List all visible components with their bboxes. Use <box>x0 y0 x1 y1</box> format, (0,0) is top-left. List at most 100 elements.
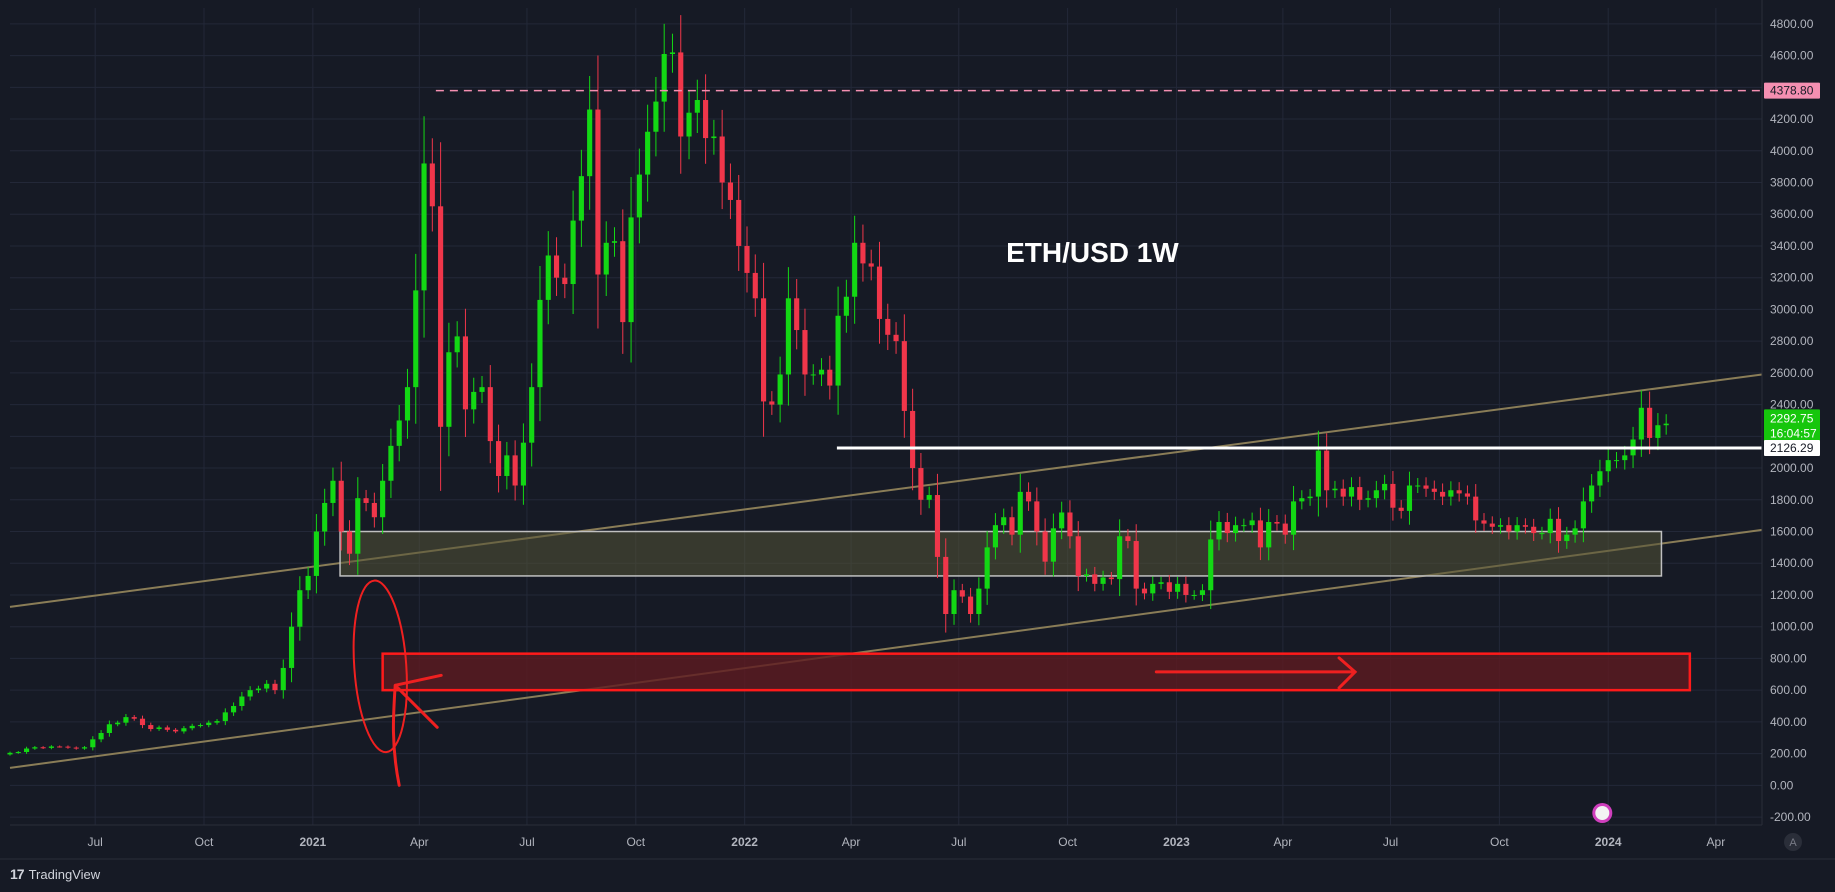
candle-body[interactable] <box>73 747 79 749</box>
candle-body[interactable] <box>736 199 742 246</box>
candle-body[interactable] <box>1497 525 1504 527</box>
candle-body[interactable] <box>901 341 907 411</box>
candle-body[interactable] <box>1100 577 1106 584</box>
candle-body[interactable] <box>645 131 651 175</box>
candle-body[interactable] <box>214 721 220 723</box>
candle-body[interactable] <box>1150 583 1156 594</box>
candle-body[interactable] <box>98 732 104 740</box>
candle-body[interactable] <box>943 556 949 615</box>
candle-body[interactable] <box>1406 485 1413 511</box>
candle-body[interactable] <box>446 352 452 427</box>
candle-body[interactable] <box>669 52 676 55</box>
candle-body[interactable] <box>173 729 179 732</box>
candle-body[interactable] <box>1183 583 1189 595</box>
candle-body[interactable] <box>818 369 825 375</box>
candle-body[interactable] <box>876 266 883 319</box>
candle-body[interactable] <box>1067 512 1073 537</box>
support-zone-box[interactable] <box>339 530 1663 577</box>
candle-body[interactable] <box>785 298 791 375</box>
candle-body[interactable] <box>1580 501 1586 529</box>
candle-body[interactable] <box>868 263 874 267</box>
support-price-tag[interactable]: 2126.29 <box>1770 441 1814 455</box>
candle-body[interactable] <box>1514 525 1520 532</box>
candle-body[interactable] <box>1572 528 1578 535</box>
candle-body[interactable] <box>1597 471 1603 486</box>
candle-body[interactable] <box>404 387 411 421</box>
candle-body[interactable] <box>1307 496 1313 499</box>
candle-body[interactable] <box>992 525 998 548</box>
candle-body[interactable] <box>1390 483 1396 508</box>
candle-body[interactable] <box>139 718 146 726</box>
candle-body[interactable] <box>396 420 402 446</box>
candle-body[interactable] <box>727 182 734 200</box>
target-zone-box[interactable] <box>381 652 1692 692</box>
candle-body[interactable] <box>148 725 154 730</box>
candle-body[interactable] <box>570 220 576 285</box>
candle-body[interactable] <box>7 752 13 755</box>
candle-body[interactable] <box>1663 423 1669 426</box>
candle-body[interactable] <box>934 495 941 557</box>
candle-body[interactable] <box>255 688 261 691</box>
candle-body[interactable] <box>338 480 344 532</box>
candle-body[interactable] <box>156 727 162 730</box>
candle-body[interactable] <box>1522 525 1528 527</box>
candle-body[interactable] <box>106 724 112 733</box>
candle-body[interactable] <box>1075 536 1081 576</box>
candle-body[interactable] <box>1398 507 1404 511</box>
candle-body[interactable] <box>81 747 88 749</box>
candle-body[interactable] <box>1531 526 1537 534</box>
candle-body[interactable] <box>231 706 237 713</box>
candle-body[interactable] <box>1050 528 1056 562</box>
candle-body[interactable] <box>545 255 551 300</box>
candle-body[interactable] <box>1324 450 1330 491</box>
candle-body[interactable] <box>794 298 800 331</box>
candle-body[interactable] <box>380 480 386 518</box>
candle-body[interactable] <box>1175 583 1181 592</box>
candle-body[interactable] <box>48 746 54 748</box>
candle-body[interactable] <box>1141 588 1148 594</box>
candle-body[interactable] <box>752 272 758 299</box>
candle-body[interactable] <box>636 174 642 218</box>
candle-body[interactable] <box>1655 425 1661 438</box>
candle-body[interactable] <box>1613 460 1620 462</box>
candle-body[interactable] <box>131 717 137 719</box>
candle-body[interactable] <box>587 109 593 177</box>
candle-body[interactable] <box>537 299 543 388</box>
candle-body[interactable] <box>1547 518 1553 534</box>
candle-body[interactable] <box>1083 574 1090 576</box>
candle-body[interactable] <box>769 401 775 405</box>
candle-body[interactable] <box>703 100 709 139</box>
candle-body[interactable] <box>1506 525 1512 532</box>
candle-body[interactable] <box>1357 487 1363 500</box>
candle-body[interactable] <box>893 334 899 342</box>
candle-body[interactable] <box>1059 512 1065 529</box>
candle-body[interactable] <box>827 369 833 386</box>
candle-body[interactable] <box>1166 582 1172 592</box>
candle-body[interactable] <box>926 495 932 500</box>
candle-body[interactable] <box>1025 491 1032 502</box>
candle-body[interactable] <box>1208 539 1214 591</box>
candle-body[interactable] <box>297 590 303 627</box>
candle-body[interactable] <box>529 387 535 443</box>
candle-body[interactable] <box>1605 460 1611 472</box>
resistance-price-tag[interactable]: 4378.80 <box>1770 84 1814 98</box>
candle-body[interactable] <box>686 112 692 137</box>
candle-body[interactable] <box>115 722 121 725</box>
candle-body[interactable] <box>90 739 96 748</box>
candle-body[interactable] <box>843 296 849 316</box>
candle-body[interactable] <box>562 277 568 285</box>
candle-body[interactable] <box>206 722 212 726</box>
candle-body[interactable] <box>1257 520 1263 548</box>
candle-body[interactable] <box>1315 450 1321 497</box>
candle-body[interactable] <box>355 498 361 554</box>
candle-body[interactable] <box>1017 491 1023 535</box>
candle-body[interactable] <box>65 746 71 748</box>
candle-body[interactable] <box>918 468 924 500</box>
candle-body[interactable] <box>1224 521 1230 534</box>
candle-body[interactable] <box>454 336 460 353</box>
candle-body[interactable] <box>1108 577 1114 580</box>
candle-body[interactable] <box>628 217 634 323</box>
candle-body[interactable] <box>197 725 204 727</box>
candle-body[interactable] <box>802 330 808 375</box>
candle-body[interactable] <box>1539 533 1545 535</box>
